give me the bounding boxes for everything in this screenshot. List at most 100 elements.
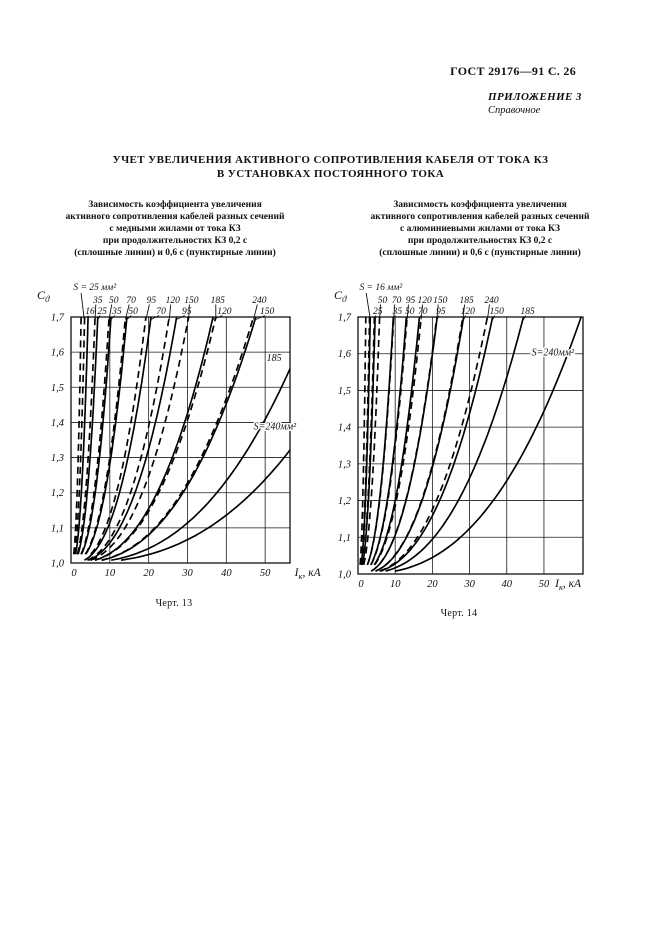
section-label-leader [176, 315, 185, 320]
section-label-50: 50 [128, 307, 138, 317]
section-label-leader [418, 315, 422, 320]
y-tick-label: 1,1 [51, 523, 64, 534]
section-label-leader [188, 304, 190, 320]
curve-inside-label-1: S=240мм² [254, 421, 298, 432]
y-axis-label: Cϑ [334, 288, 347, 304]
figure-13-subtitle-line3: с медными жилами от тока КЗ [109, 224, 241, 234]
figure-14-subtitle-line5: (сплошные линии) и 0,6 с (пунктирные лин… [379, 248, 581, 258]
section-label-70: 70 [156, 307, 166, 317]
section-label-70: 70 [392, 296, 402, 306]
section-label-leader [379, 304, 381, 320]
page-title: УЧЕТ УВЕЛИЧЕНИЯ АКТИВНОГО СОПРОТИВЛЕНИЯ … [0, 153, 661, 181]
section-label-150: 150 [260, 307, 275, 317]
figure-13-subtitle-line5: (сплошные линии) и 0,6 с (пунктирные лин… [74, 248, 276, 258]
curve-inside-label-0: 185 [267, 353, 282, 364]
section-s-label-leader [365, 292, 371, 320]
x-tick-label: 50 [260, 568, 271, 579]
section-label-150: 150 [184, 296, 199, 306]
section-label-leader [253, 304, 258, 320]
figure-13-subtitle-line2: активного сопротивления кабелей разных с… [65, 212, 285, 222]
curve-16mm2-0.2s [74, 316, 89, 555]
figure-13-caption: Черт. 13 [155, 598, 193, 609]
x-tick-label: 10 [390, 579, 401, 590]
section-label-185: 185 [459, 296, 474, 306]
section-label-leader [436, 315, 440, 320]
section-label-185: 185 [520, 307, 535, 317]
section-label-leader [463, 315, 467, 320]
curve-16mm2-0.6s [359, 316, 367, 565]
section-s-label-leader [80, 292, 85, 320]
section-label-leader [393, 304, 396, 320]
y-tick-label: 1,6 [51, 348, 65, 359]
section-label-leader [110, 315, 116, 320]
section-label-leader [374, 315, 377, 320]
section-s-label: S = 16 мм² [359, 283, 402, 293]
annex-type: Справочное [488, 105, 541, 116]
curve-185mm2-0.2s [111, 368, 291, 562]
section-label-50: 50 [109, 296, 119, 306]
section-label-leader [94, 304, 97, 320]
y-tick-label: 1,5 [51, 383, 64, 394]
curve-120mm2-0.2s [94, 316, 214, 561]
x-tick-label: 30 [463, 579, 475, 590]
section-label-leader [108, 304, 113, 320]
y-tick-label: 1,4 [338, 423, 352, 434]
figure-14-subtitle-line4: при продолжительностях КЗ 0,2 с [407, 236, 553, 246]
y-tick-label: 1,7 [51, 313, 65, 324]
section-label-16: 16 [85, 307, 95, 317]
x-tick-label: 20 [427, 579, 438, 590]
section-label-240: 240 [252, 296, 267, 306]
figure-14-caption: Черт. 14 [440, 608, 478, 619]
curve-35mm2-0.6s [361, 316, 376, 565]
y-tick-label: 1,6 [338, 349, 352, 360]
section-label-150: 150 [490, 307, 505, 317]
section-label-leader [523, 315, 526, 320]
y-tick-label: 1,4 [51, 418, 65, 429]
page-title-line2: В УСТАНОВКАХ ПОСТОЯННОГО ТОКА [216, 168, 445, 180]
section-s-label: S = 25 мм² [73, 283, 116, 293]
section-label-120: 120 [166, 296, 181, 306]
curve-120mm2-0.6s [87, 316, 171, 561]
figure-14-subtitle: Зависимость коэффициента увеличения акти… [332, 199, 628, 259]
x-tick-label: 30 [181, 568, 193, 579]
curve-16mm2-0.6s [72, 316, 82, 555]
curve-35mm2-0.6s [76, 316, 96, 555]
section-label-leader [168, 304, 172, 320]
y-axis-label: Cϑ [37, 288, 50, 304]
x-axis-label: Iк, кА [554, 578, 582, 592]
figure-13-subtitle-line4: при продолжительностях КЗ 0,2 с [102, 236, 248, 246]
section-label-95: 95 [406, 296, 416, 306]
annex-label: ПРИЛОЖЕНИЕ 3 [488, 91, 582, 103]
y-tick-label: 1,3 [338, 459, 351, 470]
curve-inside-label-0: S=240мм² [532, 348, 576, 359]
x-tick-label: 10 [105, 568, 116, 579]
y-tick-label: 1,1 [338, 533, 351, 544]
section-label-35: 35 [92, 296, 103, 306]
curve-95mm2-0.2s [88, 316, 178, 561]
curve-70mm2-0.6s [84, 316, 127, 555]
section-label-leader [486, 304, 490, 320]
curve-25mm2-0.2s [77, 316, 99, 555]
section-label-70: 70 [418, 307, 428, 317]
y-tick-label: 1,0 [338, 570, 352, 581]
curve-70mm2-0.2s [373, 316, 421, 566]
curve-25mm2-0.6s [360, 316, 371, 565]
curve-240mm2-0.2s [395, 316, 582, 572]
curve-95mm2-0.6s [90, 316, 147, 555]
section-label-leader [126, 315, 132, 320]
y-tick-label: 1,0 [51, 559, 65, 570]
section-label-240: 240 [484, 296, 499, 306]
figure-13-subtitle: Зависимость коэффициента увеличения акти… [30, 199, 320, 259]
section-label-120: 120 [461, 307, 476, 317]
section-label-35: 35 [111, 307, 122, 317]
section-label-120: 120 [217, 307, 232, 317]
y-tick-label: 1,7 [338, 313, 352, 324]
x-tick-label: 20 [143, 568, 154, 579]
section-label-50: 50 [405, 307, 415, 317]
y-tick-label: 1,3 [51, 453, 64, 464]
plot-border [70, 316, 291, 564]
section-label-leader [392, 315, 396, 320]
